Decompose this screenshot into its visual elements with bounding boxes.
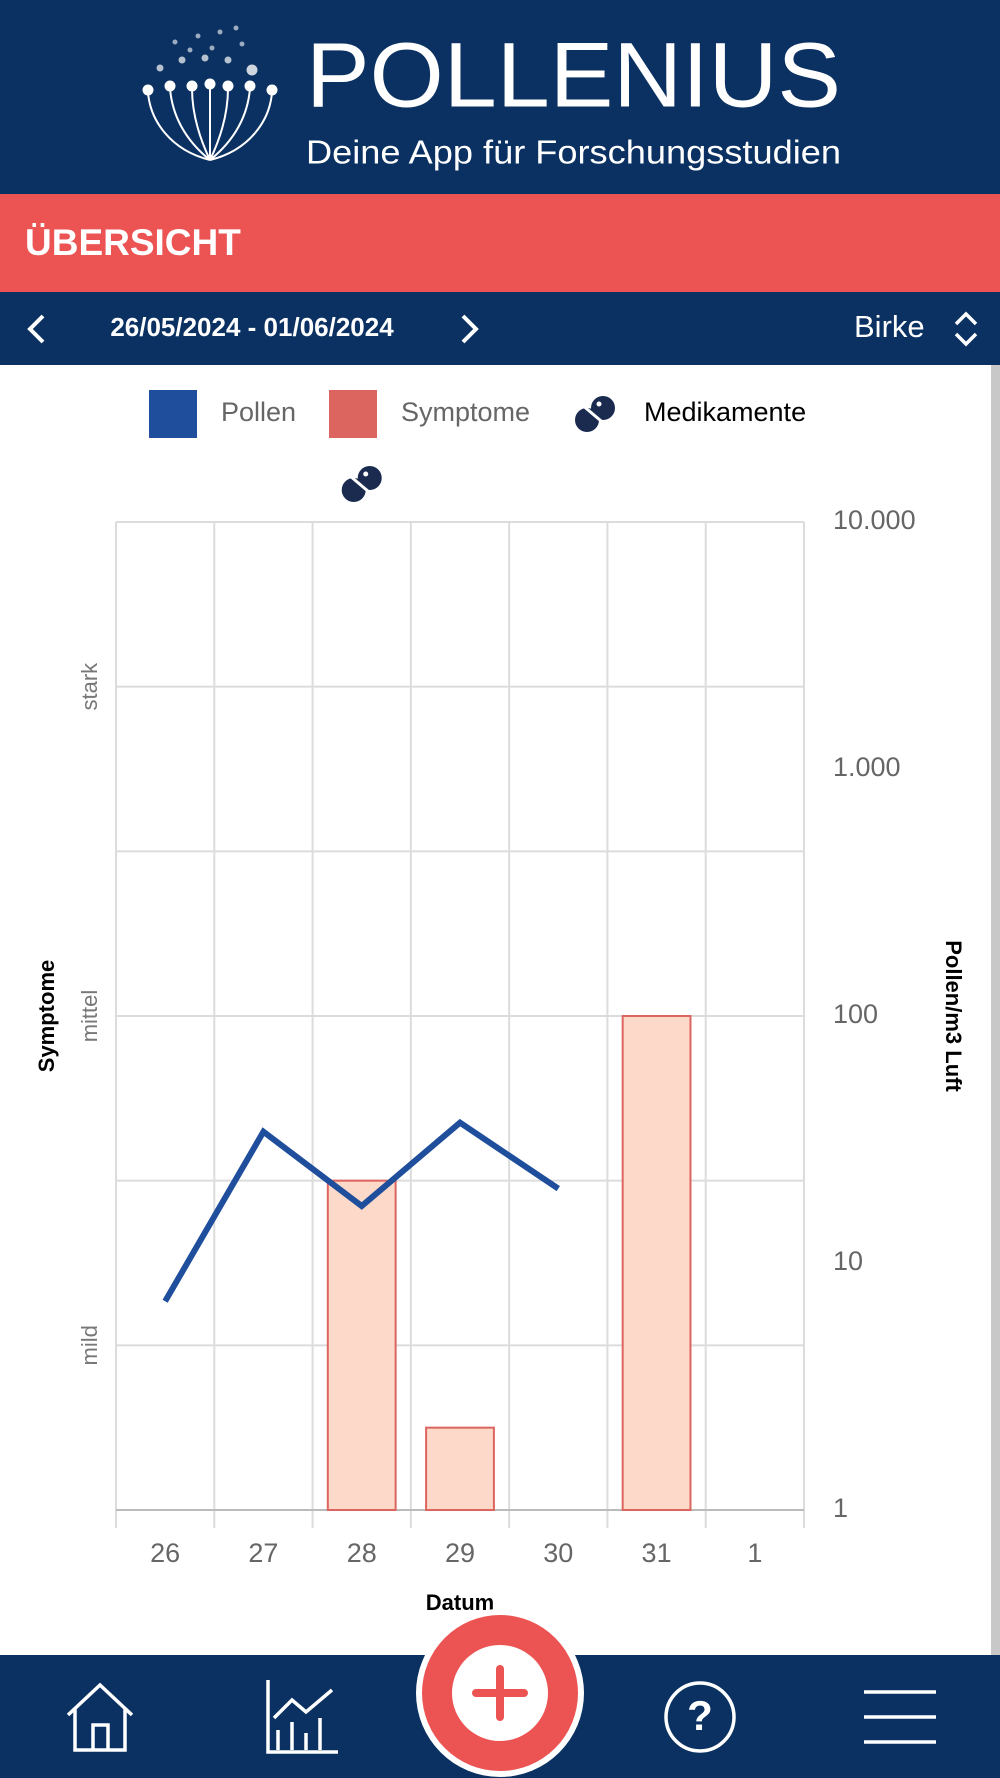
y2-tick-label: 100 (833, 999, 878, 1029)
add-button[interactable] (416, 1609, 584, 1777)
nav-statistics[interactable] (266, 1680, 338, 1754)
symptom-bar (621, 1015, 692, 1511)
x-tick-label: 27 (248, 1538, 278, 1568)
medication-icon (341, 466, 382, 502)
y-tick-label: mittel (77, 990, 102, 1043)
pill-right (357, 466, 382, 490)
section-bar (0, 194, 1000, 292)
date-nav-bg (0, 292, 1000, 365)
x-tick-label: 1 (747, 1538, 762, 1568)
y2-tick-label: 1.000 (833, 752, 901, 782)
next-week[interactable] (461, 314, 479, 344)
legend-icon (575, 396, 615, 432)
nav-home[interactable] (66, 1682, 134, 1752)
chart-area: mild mittel stark 1 10 100 1.000 10.000 Symptome… (34, 390, 966, 1615)
pollen-type-select[interactable]: Birke (854, 309, 925, 344)
x-tick-label: 26 (150, 1538, 180, 1568)
pill-shine (596, 401, 602, 407)
pill-shine (363, 471, 369, 477)
x-tick-label: 29 (445, 1538, 475, 1568)
pill-split (346, 472, 375, 498)
y-tick-label: stark (77, 662, 102, 711)
x-tick-label: 31 (642, 1538, 672, 1568)
y-axis-title: Symptome (34, 960, 59, 1072)
app-name: POLLENIUS (306, 24, 841, 126)
symptom-bar (425, 1426, 495, 1511)
x-tick-label: 28 (347, 1538, 377, 1568)
y2-tick-label: 1 (833, 1493, 848, 1523)
legend-label: Symptome (401, 397, 530, 427)
y2-tick-label: 10.000 (833, 505, 916, 535)
y-tick-label: mild (77, 1325, 102, 1365)
legend-label: Medikamente (644, 397, 806, 427)
legend-label: Pollen (221, 397, 296, 427)
y2-axis-title: Pollen/m3 Luft (941, 940, 966, 1092)
prev-week[interactable] (27, 314, 45, 344)
help-icon-glyph: ? (687, 1692, 713, 1739)
select-arrows[interactable] (954, 311, 978, 347)
scrollbar (991, 365, 1000, 1655)
section-title: ÜBERSICHT (25, 222, 241, 263)
add-button-plus (472, 1665, 528, 1721)
symptom-bar (326, 1179, 397, 1511)
date-range: 26/05/2024 - 01/06/2024 (110, 312, 394, 342)
x-tick-label: 30 (543, 1538, 573, 1568)
pollen-line (162, 1118, 560, 1303)
header-bg (0, 0, 1000, 194)
legend-swatch (329, 390, 377, 438)
nav-help[interactable] (664, 1681, 736, 1753)
logo (142, 25, 278, 161)
pill-right (591, 396, 615, 420)
pill-split (580, 402, 608, 428)
legend-swatch (149, 390, 197, 438)
nav-menu[interactable] (864, 1690, 936, 1744)
x-axis-title: Datum (426, 1590, 494, 1615)
app-tagline: Deine App für Forschungsstudien (306, 134, 841, 171)
y2-tick-label: 10 (833, 1246, 863, 1276)
